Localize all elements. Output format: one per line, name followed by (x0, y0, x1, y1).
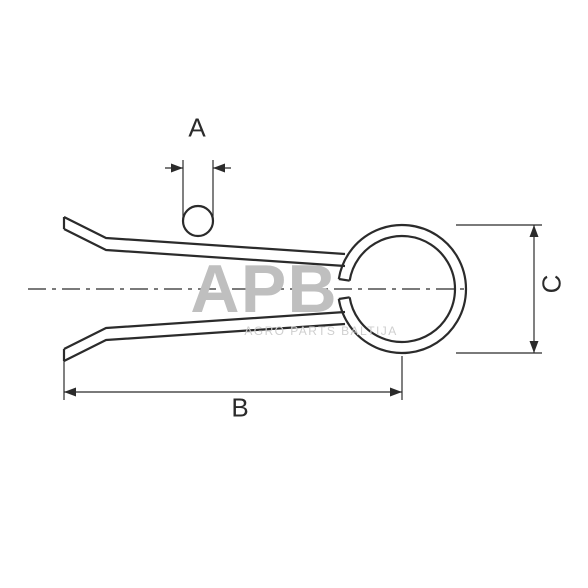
dimension-label-b: B (231, 393, 248, 424)
dimension-label-a: A (188, 113, 205, 144)
technical-drawing-svg (0, 0, 588, 588)
diagram-canvas: APB AGRO PARTS BALTIJA A B C (0, 0, 588, 588)
dimension-label-c: C (537, 275, 568, 294)
